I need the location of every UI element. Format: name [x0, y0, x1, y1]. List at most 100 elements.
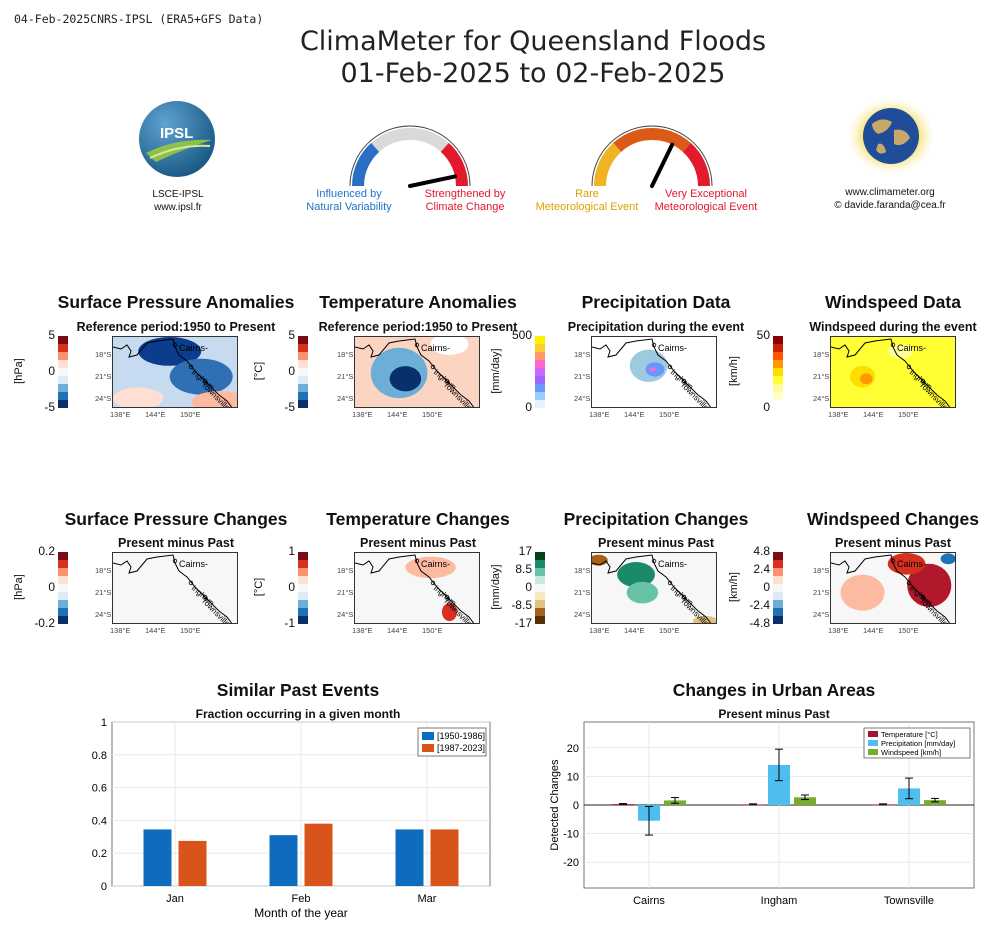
lat-tick: 21°S	[95, 372, 112, 381]
ipsl-line-2: www.ipsl.fr	[154, 202, 202, 213]
colorbar-step	[58, 392, 68, 400]
map-title-r1c1: Surface Pressure Anomalies	[57, 292, 295, 312]
chart1-ytick: 0	[101, 881, 107, 893]
city-marker	[444, 594, 450, 600]
chart1-legend-swatch	[422, 732, 434, 740]
chart1-xtick: Feb	[292, 893, 311, 905]
colorbar-step	[773, 560, 783, 568]
colorbar-tick: -2.4	[749, 598, 770, 612]
gauge-event-rarity	[588, 122, 716, 195]
lon-tick: 150°E	[898, 626, 919, 635]
colorbar-step	[58, 592, 68, 600]
map-field-blob	[113, 387, 164, 407]
lon-tick: 138°E	[110, 626, 131, 635]
climameter-url: www.climameter.org	[845, 187, 935, 198]
colorbar-unit: [km/h]	[728, 356, 740, 386]
gauge2-segment-1	[613, 128, 691, 152]
city-marker	[890, 342, 896, 348]
colorbar-r2c2	[298, 552, 308, 624]
chart1-ytick: 0.6	[92, 783, 107, 795]
coastline	[113, 554, 233, 623]
gauge1-left-line1: Influenced by	[316, 188, 382, 200]
coastline	[355, 554, 475, 623]
colorbar-step	[773, 360, 783, 368]
colorbar-step	[535, 608, 545, 616]
chart1-bar-[1987-2023]-Mar	[430, 829, 459, 886]
gauge1-segment-1	[371, 128, 449, 152]
chart2-ytick: 20	[567, 743, 579, 755]
chart2-bar-2-Townsville	[924, 800, 946, 805]
city-marker	[920, 378, 926, 384]
lat-tick: 24°S	[95, 610, 112, 619]
lon-tick: 144°E	[387, 626, 408, 635]
map-r1c1: Cairns- Ingham Townsville	[112, 336, 238, 408]
colorbar-step	[535, 592, 545, 600]
colorbar-step	[773, 600, 783, 608]
colorbar-step	[298, 336, 308, 344]
colorbar-step	[535, 560, 545, 568]
chart2-bar-2-Ingham	[794, 797, 816, 805]
colorbar-r2c4	[773, 552, 783, 624]
colorbar-tick: 5	[48, 328, 55, 342]
chart1-title: Similar Past Events	[216, 680, 380, 700]
chart1-bar-[1987-2023]-Jan	[178, 840, 207, 886]
colorbar-step	[298, 592, 308, 600]
gauge2-right-line1: Very Exceptional	[665, 188, 747, 200]
lon-tick: 150°E	[422, 410, 443, 419]
map-field-blob	[617, 562, 655, 588]
chart1-ytick: 0.8	[92, 750, 107, 762]
colorbar-step	[298, 392, 308, 400]
map-r1c4: Cairns- Ingham Townsville	[830, 336, 956, 408]
map-field-blob	[907, 563, 952, 607]
lon-tick: 150°E	[659, 626, 680, 635]
city-marker	[430, 364, 436, 370]
gauge2-left-line1: Rare	[575, 188, 599, 200]
map-r2c2: Cairns- Ingham Townsville	[354, 552, 480, 624]
chart2-xtick: Townsville	[884, 895, 934, 907]
colorbar-step	[773, 552, 783, 560]
gauge1-needle	[408, 174, 457, 188]
map-title-r2c1: Surface Pressure Changes	[64, 509, 288, 529]
colorbar-step	[58, 576, 68, 584]
colorbar-r2c1	[58, 552, 68, 624]
colorbar-step	[535, 344, 545, 352]
chart1-legend-label: [1950-1986]	[437, 731, 485, 741]
colorbar-unit: [mm/day]	[490, 348, 502, 394]
colorbar-step	[58, 400, 68, 408]
chart1-legend-label: [1987-2023]	[437, 743, 485, 753]
colorbar-step	[773, 352, 783, 360]
lat-tick: 24°S	[813, 610, 830, 619]
city-marker	[414, 558, 420, 564]
map-field-blob	[191, 391, 237, 407]
colorbar-tick: 0	[288, 580, 295, 594]
colorbar-step	[773, 576, 783, 584]
city-label-cairns: Cairns-	[897, 343, 926, 353]
gauge1-segment-2	[440, 142, 468, 187]
ipsl-line-1: LSCE-IPSL	[152, 189, 204, 200]
colorbar-step	[535, 400, 545, 408]
colorbar-tick: -5	[44, 400, 55, 414]
map-r1c3: Cairns- Ingham Townsville	[591, 336, 717, 408]
chart2-legend-swatch	[868, 740, 878, 746]
map-r2c4: Cairns- Ingham Townsville	[830, 552, 956, 624]
colorbar-step	[535, 376, 545, 384]
colorbar-step	[58, 352, 68, 360]
chart1-xtick: Jan	[166, 893, 184, 905]
colorbar-step	[58, 552, 68, 560]
colorbar-tick: 0	[763, 400, 770, 414]
colorbar-tick: 1	[288, 544, 295, 558]
chart2-subtitle: Present minus Past	[718, 707, 830, 721]
colorbar-tick: -1	[284, 616, 295, 630]
chart1-bar-[1950-1986]-Jan	[143, 829, 172, 886]
map-field-blob	[430, 337, 469, 355]
city-marker	[430, 580, 436, 586]
chart1-bar-[1950-1986]-Mar	[395, 829, 424, 886]
colorbar-step	[298, 552, 308, 560]
lat-tick: 18°S	[574, 350, 591, 359]
colorbar-step	[535, 392, 545, 400]
chart1-xtick: Mar	[418, 893, 437, 905]
gauge1-left-label: Influenced by Natural Variability	[296, 188, 402, 214]
lat-tick: 24°S	[813, 394, 830, 403]
lon-tick: 138°E	[352, 626, 373, 635]
lat-tick: 21°S	[813, 372, 830, 381]
